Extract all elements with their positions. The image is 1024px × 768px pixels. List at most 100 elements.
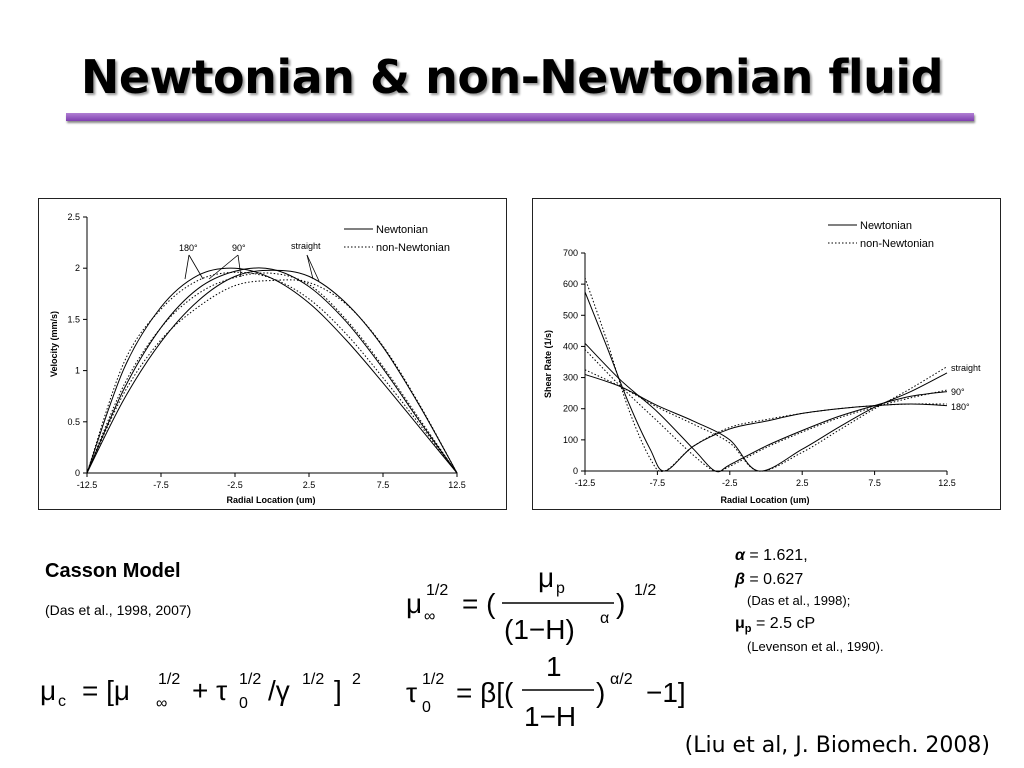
shear-x-tick-label: -7.5: [650, 478, 666, 488]
velocity-y-tick-label: 0.5: [67, 417, 80, 427]
shear-legend-non-newtonian: non-Newtonian: [860, 238, 934, 250]
velocity-x-tick-label: 2.5: [303, 480, 316, 490]
velocity-x-tick-label: -2.5: [227, 480, 243, 490]
velocity-series-line: [86, 267, 458, 474]
svg-text:∞: ∞: [156, 695, 167, 712]
shear-x-tick-label: -12.5: [575, 478, 596, 488]
velocity-series-line: [86, 271, 458, 474]
shear-x-tick-label: 7.5: [868, 478, 881, 488]
shear-series-line: [584, 342, 948, 473]
shear-y-tick-label: 100: [563, 435, 578, 445]
shear-y-tick-label: 600: [563, 279, 578, 289]
casson-model-title: Casson Model: [45, 560, 181, 582]
shear-series-line: [584, 366, 948, 472]
title-underline: [66, 113, 974, 121]
shear-x-tick-label: 12.5: [938, 478, 956, 488]
velocity-y-tick-label: 1.5: [67, 314, 80, 324]
svg-text:0: 0: [422, 699, 431, 716]
svg-text:1: 1: [546, 651, 562, 682]
velocity-annotation-180: 180°: [179, 243, 198, 253]
velocity-annotation-straight: straight: [291, 241, 321, 251]
shear-annotation-90: 90°: [951, 387, 965, 397]
svg-text:τ: τ: [406, 677, 417, 708]
alpha-symbol: α: [735, 547, 745, 564]
velocity-annotation-180-leader-b: [188, 254, 204, 280]
velocity-x-tick-label: 7.5: [377, 480, 390, 490]
mu-p-value: = 2.5 cP: [751, 615, 816, 632]
svg-text:μ: μ: [538, 562, 554, 593]
mu-p-subscript: p: [744, 623, 752, 636]
velocity-x-axis-label: Radial Location (um): [226, 495, 315, 505]
shear-y-tick-label: 200: [563, 404, 578, 414]
velocity-series-line: [86, 269, 458, 474]
velocity-x-tick-label: -12.5: [77, 480, 98, 490]
svg-text:∞: ∞: [424, 608, 435, 625]
beta-value: = 0.627: [744, 571, 804, 588]
svg-text:1/2: 1/2: [634, 582, 656, 599]
svg-text:1/2: 1/2: [302, 671, 324, 688]
parameter-list: α = 1.621, β = 0.627 (Das et al., 1998);…: [735, 548, 884, 662]
shear-y-axis-label: Shear Rate (1/s): [543, 330, 553, 398]
svg-text:1/2: 1/2: [158, 671, 180, 688]
velocity-annotation-straight-leader-b: [306, 254, 320, 282]
footer-citation: (Liu et al, J. Biomech. 2008): [684, 733, 990, 758]
velocity-annotation-180-leader: [184, 254, 190, 280]
velocity-annotation-straight-leader: [306, 254, 314, 280]
svg-text:p: p: [556, 580, 565, 597]
velocity-annotation-90-leader: [208, 254, 239, 280]
svg-text:= β[(: = β[(: [456, 677, 514, 708]
mu-infinity-formula: μ 1/2 ∞ = ( μ p (1−H) α ) 1/2: [406, 562, 656, 645]
svg-text:μ: μ: [40, 675, 56, 706]
svg-text:1/2: 1/2: [422, 671, 444, 688]
beta-citation: (Das et al., 1998);: [747, 593, 851, 608]
shear-y-tick-label: 700: [563, 248, 578, 258]
casson-model-citation: (Das et al., 1998, 2007): [45, 602, 192, 618]
velocity-y-tick-label: 2: [75, 263, 80, 273]
velocity-y-tick-label: 1: [75, 366, 80, 376]
shear-rate-chart-svg: -12.5 -7.5 -2.5 2.5 7.5 12.5 0 100 200 300 400 500 6…: [543, 220, 981, 505]
velocity-legend-non-newtonian: non-Newtonian: [376, 242, 450, 254]
svg-text:1−H: 1−H: [524, 701, 576, 732]
svg-text:1/2: 1/2: [239, 671, 261, 688]
shear-rate-chart: -12.5 -7.5 -2.5 2.5 7.5 12.5 0 100 200 300 400 500 6…: [532, 198, 1001, 510]
svg-text:α/2: α/2: [610, 671, 633, 688]
velocity-y-axis-label: Velocity (mm/s): [49, 311, 59, 377]
shear-series-line: [584, 349, 948, 473]
shear-x-axis-label: Radial Location (um): [720, 495, 809, 505]
svg-text:): ): [616, 588, 625, 619]
svg-text:0: 0: [239, 695, 248, 712]
svg-text:α: α: [600, 610, 609, 627]
shear-y-tick-label: 300: [563, 373, 578, 383]
shear-annotation-180: 180°: [951, 402, 970, 412]
alpha-value: = 1.621,: [744, 547, 808, 564]
tau-zero-formula: τ 1/2 0 = β[( 1 1−H ) α/2 −1]: [406, 651, 686, 732]
slide-title: Newtonian & non-Newtonian fluid: [80, 50, 944, 104]
svg-text:): ): [596, 677, 605, 708]
svg-text:= [μ: = [μ: [82, 675, 130, 706]
shear-y-tick-label: 500: [563, 310, 578, 320]
svg-text:(1−H): (1−H): [504, 614, 575, 645]
svg-text:c: c: [58, 693, 66, 710]
shear-x-tick-label: 2.5: [796, 478, 809, 488]
shear-series-line: [584, 372, 948, 472]
velocity-annotation-90: 90°: [232, 243, 246, 253]
velocity-x-tick-label: -7.5: [153, 480, 169, 490]
velocity-annotation-90-leader-b: [237, 254, 242, 278]
velocity-series-line: [86, 267, 458, 474]
velocity-y-tick-label: 0: [75, 468, 80, 478]
velocity-chart-svg: -12.5 -7.5 -2.5 2.5 7.5 12.5 0 0.5 1 1.5 2 2.5 Radi…: [49, 212, 466, 505]
shear-y-tick-label: 400: [563, 341, 578, 351]
velocity-series-line: [86, 272, 458, 474]
svg-text:+ τ: + τ: [192, 675, 227, 706]
shear-x-tick-label: -2.5: [722, 478, 738, 488]
shear-series-line: [584, 277, 948, 472]
beta-symbol: β: [735, 571, 745, 588]
shear-annotation-straight: straight: [951, 363, 981, 373]
shear-legend-newtonian: Newtonian: [860, 220, 912, 232]
velocity-legend-newtonian: Newtonian: [376, 224, 428, 236]
svg-text:= (: = (: [462, 588, 496, 619]
svg-text:−1]: −1]: [646, 677, 686, 708]
svg-text:/γ: /γ: [268, 675, 290, 706]
velocity-x-tick-label: 12.5: [448, 480, 466, 490]
velocity-chart: -12.5 -7.5 -2.5 2.5 7.5 12.5 0 0.5 1 1.5 2 2.5 Radi…: [38, 198, 507, 510]
